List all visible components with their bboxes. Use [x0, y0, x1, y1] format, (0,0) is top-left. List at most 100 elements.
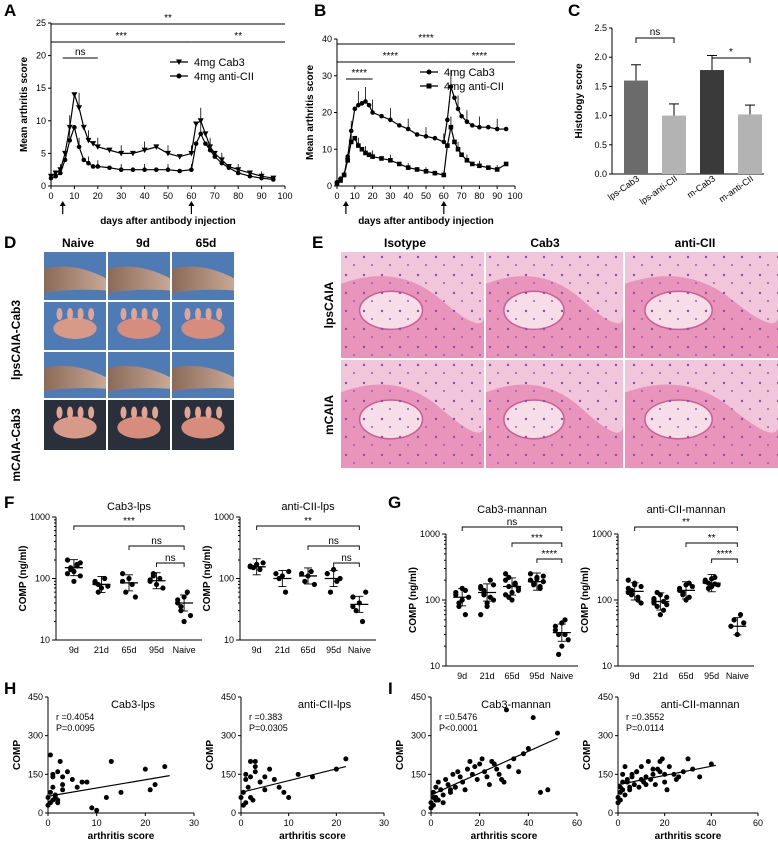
data-point [64, 571, 71, 577]
data-point [343, 756, 349, 762]
data-point [490, 582, 497, 588]
paw-sole-shape [117, 416, 161, 439]
x-category-label: 65d [678, 671, 693, 681]
sig-bracket [711, 558, 738, 563]
y-tick-label: 25 [36, 18, 46, 28]
y-axis-label: COMP (ng/ml) [408, 567, 419, 633]
y-tick-label: 20 [36, 51, 46, 61]
data-point [388, 117, 393, 123]
y-tick-label: 40 [322, 34, 332, 44]
data-point [452, 95, 457, 101]
data-point [50, 771, 56, 777]
y-tick-label: 1.5 [594, 81, 607, 91]
y-tick-label: 450 [28, 692, 43, 702]
paw-toe-shape [120, 308, 127, 320]
sig-bracket [634, 526, 738, 531]
data-point [484, 774, 490, 780]
data-point [456, 603, 462, 609]
y-tick-label: 20 [322, 108, 332, 118]
data-point [76, 144, 82, 150]
data-point [477, 124, 482, 130]
data-point [252, 758, 258, 764]
x-tick-label: 40 [706, 818, 716, 828]
data-point [66, 124, 73, 131]
data-point [147, 787, 153, 793]
data-point [506, 594, 512, 600]
x-tick-label: 70 [457, 191, 467, 201]
sig-label: **** [717, 549, 733, 560]
y-tick-label: 1000 [30, 512, 50, 522]
panel-d-row-m: mCAIA-Cab3 [9, 408, 23, 482]
x-category-label: 95d [704, 671, 719, 681]
data-point [243, 776, 249, 782]
panel-e-col-anticii: anti-CII [675, 236, 716, 250]
x-tick-label: 20 [331, 818, 341, 828]
data-point [464, 119, 470, 124]
data-point [457, 774, 463, 780]
y-tick-label: 0 [608, 808, 613, 818]
chart-title: Cab3-mannan [477, 504, 547, 516]
y-tick-label: 5 [41, 148, 46, 158]
data-point [187, 612, 194, 619]
histology-texture [486, 360, 623, 468]
data-point [302, 578, 308, 584]
data-point [627, 784, 633, 790]
data-point [405, 165, 411, 170]
data-point [527, 571, 534, 577]
x-tick-label: 10 [69, 191, 79, 201]
y-tick-label: 1000 [420, 529, 440, 539]
data-point [84, 779, 90, 785]
data-point [423, 169, 429, 174]
data-point [731, 617, 737, 623]
data-point [103, 795, 109, 801]
data-point [506, 574, 512, 581]
data-point [465, 766, 470, 772]
paw-toe-shape [195, 406, 202, 419]
data-point [447, 787, 453, 793]
sig-label: **** [418, 33, 434, 44]
x-tick-label: 70 [210, 191, 220, 201]
x-tick-label: 10 [350, 191, 360, 201]
data-point [625, 577, 631, 583]
data-point [157, 575, 163, 582]
x-tick-label: 0 [615, 818, 620, 828]
data-point [338, 178, 343, 183]
paw-side-shape [108, 266, 170, 293]
data-point [243, 800, 249, 806]
panel-d-row-lps: lpsCAIA-Cab3 [9, 300, 23, 380]
histology-texture [625, 252, 778, 358]
data-point [308, 568, 314, 575]
injection-arrowhead [188, 201, 195, 206]
x-category-label: 9d [457, 671, 467, 681]
paw-toe-shape [56, 406, 63, 419]
panel-i2-chart: 0 20 40 60 0 150 300 450 arthritis score COMP anti… [582, 692, 763, 842]
data-point [57, 758, 63, 764]
data-point [324, 571, 330, 577]
data-point [478, 612, 484, 618]
paw-toe-shape [67, 406, 74, 419]
data-point [705, 585, 712, 591]
y-tick-label: 450 [598, 692, 613, 702]
data-point [203, 141, 208, 146]
x-tick-label: 30 [116, 191, 126, 201]
data-point [77, 573, 83, 579]
panel-d-col-9d: 9d [136, 236, 150, 250]
data-point [141, 147, 148, 154]
data-point [246, 170, 253, 176]
y-tick-label: 0.5 [594, 140, 607, 150]
x-category-label: 95d [529, 671, 544, 681]
data-point [238, 795, 244, 801]
data-point [503, 126, 509, 132]
data-point [282, 589, 289, 595]
sig-label: *** [115, 31, 127, 42]
data-point [459, 152, 464, 158]
data-point [496, 771, 502, 777]
data-point [90, 141, 97, 147]
data-point [257, 779, 263, 785]
y-axis-label: COMP (ng/ml) [18, 546, 29, 612]
chart-title: anti-CII-mannan [647, 504, 726, 516]
y-tick-label: 10 [602, 661, 612, 671]
panel-i1-chart: 0 20 40 60 0 150 300 450 arthritis score COMP Cab3… [395, 692, 582, 842]
y-tick-label: 10 [430, 661, 440, 671]
